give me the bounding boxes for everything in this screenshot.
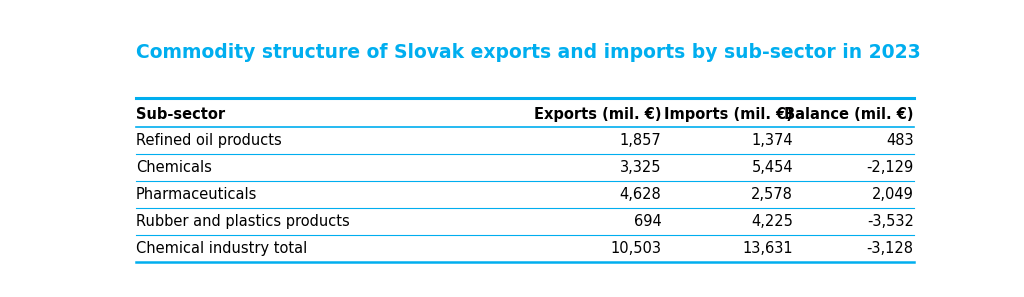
Text: Imports (mil. €): Imports (mil. €) — [665, 107, 793, 122]
Text: 2,578: 2,578 — [752, 187, 793, 202]
Text: -3,128: -3,128 — [866, 241, 913, 256]
Text: Commodity structure of Slovak exports and imports by sub-sector in 2023: Commodity structure of Slovak exports an… — [136, 42, 921, 61]
Text: Chemicals: Chemicals — [136, 160, 212, 175]
Text: 3,325: 3,325 — [620, 160, 662, 175]
Text: Exports (mil. €): Exports (mil. €) — [534, 107, 662, 122]
Text: Balance (mil. €): Balance (mil. €) — [784, 107, 913, 122]
Text: Sub-sector: Sub-sector — [136, 107, 225, 122]
Text: 483: 483 — [886, 133, 913, 148]
Text: 4,225: 4,225 — [752, 214, 793, 229]
Text: 1,374: 1,374 — [752, 133, 793, 148]
Text: 4,628: 4,628 — [620, 187, 662, 202]
Text: 5,454: 5,454 — [752, 160, 793, 175]
Text: -3,532: -3,532 — [866, 214, 913, 229]
Text: 2,049: 2,049 — [871, 187, 913, 202]
Text: Pharmaceuticals: Pharmaceuticals — [136, 187, 257, 202]
Text: Refined oil products: Refined oil products — [136, 133, 282, 148]
Text: 13,631: 13,631 — [742, 241, 793, 256]
Text: 10,503: 10,503 — [610, 241, 662, 256]
Text: Rubber and plastics products: Rubber and plastics products — [136, 214, 349, 229]
Text: 1,857: 1,857 — [620, 133, 662, 148]
Text: 694: 694 — [634, 214, 662, 229]
Text: Chemical industry total: Chemical industry total — [136, 241, 307, 256]
Text: -2,129: -2,129 — [866, 160, 913, 175]
